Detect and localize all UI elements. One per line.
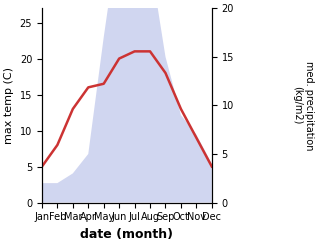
X-axis label: date (month): date (month)	[80, 228, 173, 241]
Y-axis label: max temp (C): max temp (C)	[4, 67, 14, 144]
Y-axis label: med. precipitation
(kg/m2): med. precipitation (kg/m2)	[292, 61, 314, 150]
